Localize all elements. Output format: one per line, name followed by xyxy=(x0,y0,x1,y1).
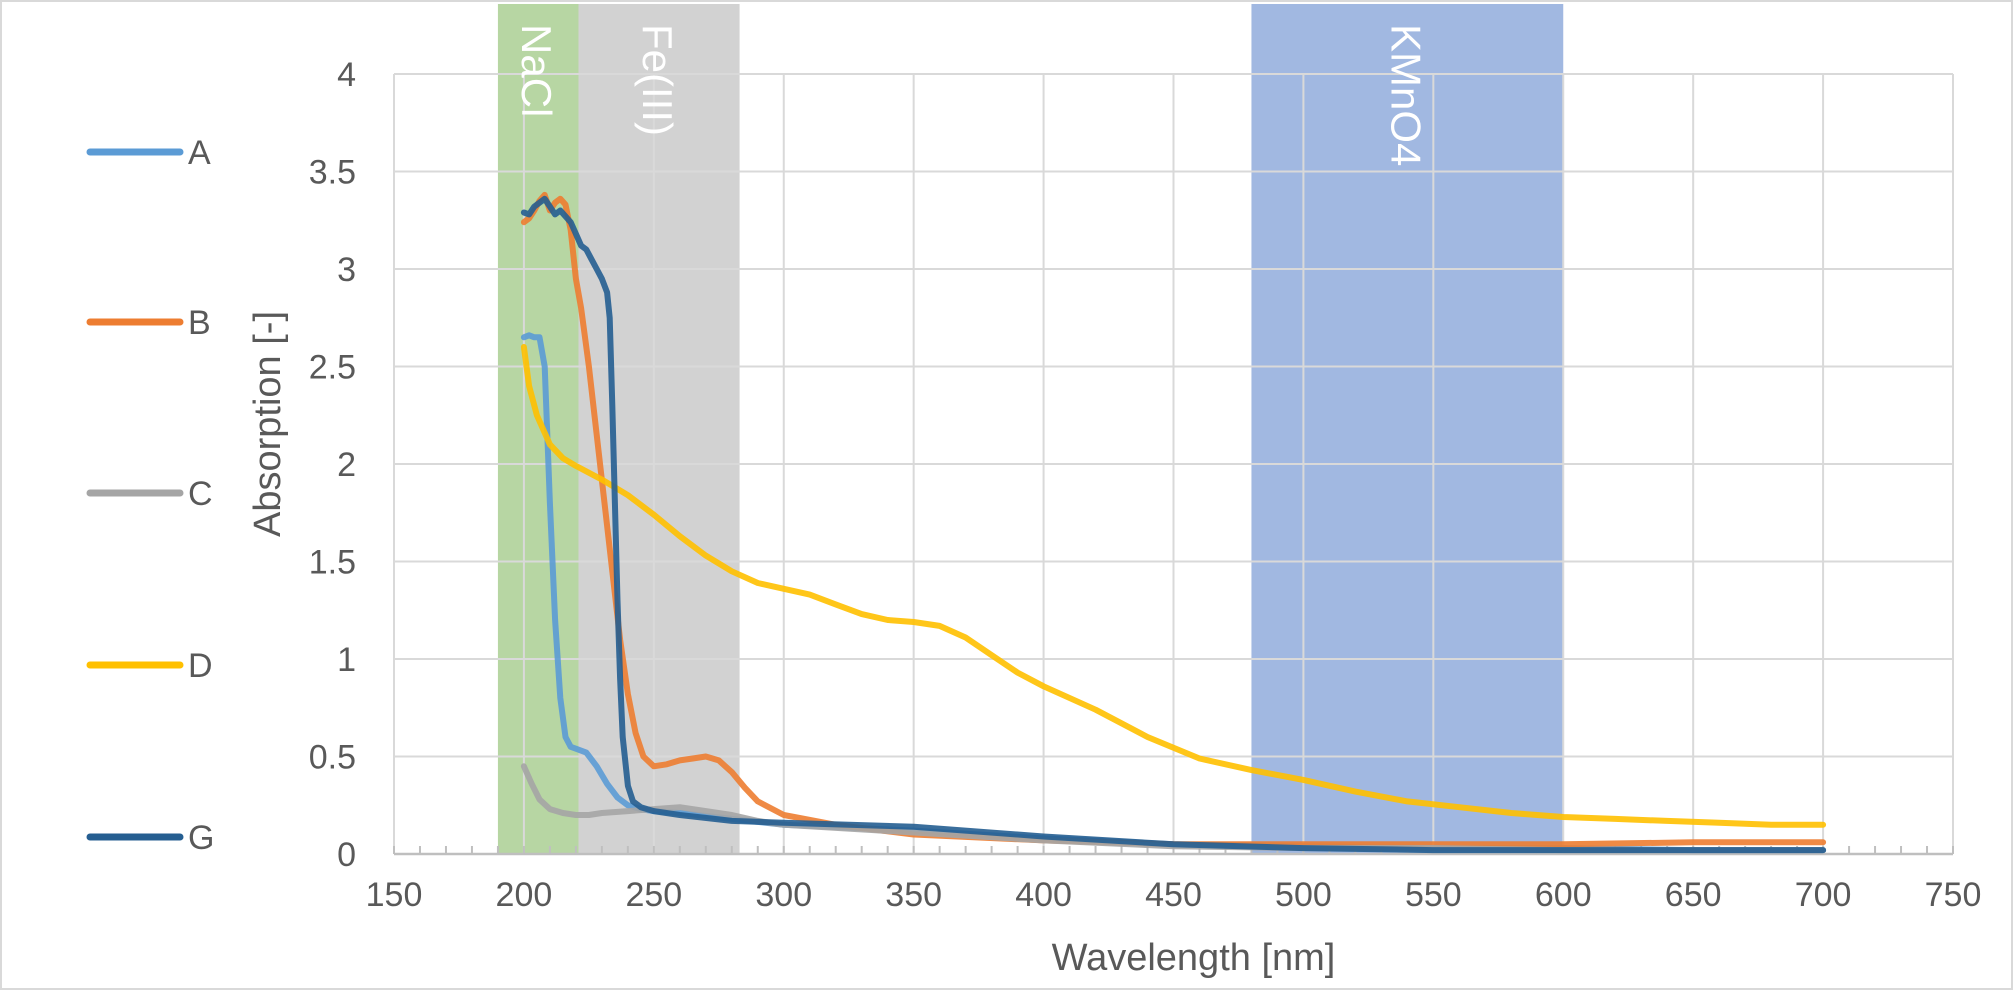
y-tick-label: 3.5 xyxy=(309,154,356,192)
x-tick-label: 700 xyxy=(1795,876,1852,914)
x-tick-label: 200 xyxy=(496,876,553,914)
y-tick-label: 1.5 xyxy=(309,544,356,582)
band-label: KMnO4 xyxy=(1382,24,1429,166)
x-tick-label: 500 xyxy=(1275,876,1332,914)
x-tick-label: 450 xyxy=(1145,876,1202,914)
y-tick-label: 4 xyxy=(337,56,356,94)
x-tick-label: 750 xyxy=(1925,876,1982,914)
legend-label-b: B xyxy=(188,304,211,342)
x-tick-label: 600 xyxy=(1535,876,1592,914)
series-line-d xyxy=(520,344,1827,828)
series-line-g xyxy=(520,195,1827,854)
y-tick-label: 0 xyxy=(337,836,356,874)
data-series xyxy=(520,191,1827,854)
band-labels: NaCl Fe(III) KMnO4 xyxy=(513,24,1429,166)
band-label: Fe(III) xyxy=(634,24,681,136)
y-axis-title: Absorption [-] xyxy=(247,311,289,537)
x-tick-label: 150 xyxy=(366,876,423,914)
x-tick-label: 550 xyxy=(1405,876,1462,914)
x-tick-label: 250 xyxy=(625,876,682,914)
legend-label-c: C xyxy=(188,475,213,513)
y-tick-label: 0.5 xyxy=(309,739,356,777)
y-tick-label: 2 xyxy=(337,446,356,484)
legend-label-a: A xyxy=(188,134,211,172)
y-tick-label: 3 xyxy=(337,251,356,289)
x-tick-label: 400 xyxy=(1015,876,1072,914)
axes: 150 200 250 300 350 400 450 500 550 600 650 700 750 0… xyxy=(309,56,1982,914)
band-label: NaCl xyxy=(513,24,560,117)
x-tick-label: 350 xyxy=(885,876,942,914)
x-tick-label: 300 xyxy=(755,876,812,914)
band-fe-iii- xyxy=(578,4,740,854)
legend-label-d: D xyxy=(188,647,213,685)
y-tick-label: 1 xyxy=(337,641,356,679)
legend: A B C D G xyxy=(86,134,214,857)
legend-label-g: G xyxy=(188,819,214,857)
x-axis-title: Wavelength [nm] xyxy=(1052,937,1336,979)
y-tick-label: 2.5 xyxy=(309,349,356,387)
x-tick-label: 650 xyxy=(1665,876,1722,914)
